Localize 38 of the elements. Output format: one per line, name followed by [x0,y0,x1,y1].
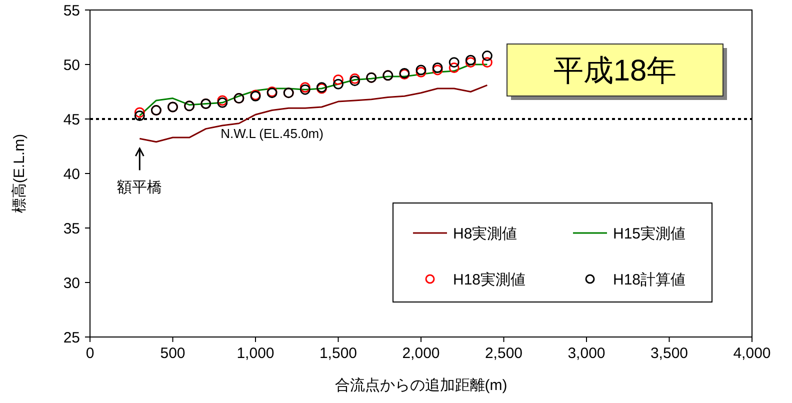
x-tick-label: 4,000 [733,345,771,362]
point [333,78,344,90]
x-tick-label: 3,500 [650,345,688,362]
x-tick-label: 2,500 [484,345,523,362]
y-tick-label: 45 [63,111,80,128]
point [350,73,360,84]
y-tick-label: 30 [63,274,80,292]
point [134,110,145,121]
legend-label: H15実測値 [613,225,686,242]
point [482,57,492,68]
y-tick-label: 35 [63,220,80,238]
point [482,50,492,62]
y-tick-label: 55 [63,2,80,20]
x-axis-title: 合流点からの追加距離(m) [334,377,508,394]
ref-line-label: N.W.L (EL.45.0m) [220,126,324,141]
point [448,62,460,74]
point [465,54,476,66]
legend-label: H18計算値 [613,271,686,288]
x-tick-label: 1,000 [236,345,274,362]
text: 平成18年 [553,54,677,88]
point [350,76,360,86]
line-series [138,84,488,143]
x-tick-label: 1,500 [319,345,358,362]
y-tick-label: 40 [63,166,80,183]
y-axis-title: 標高(E.L.m) [11,134,28,214]
y-tick-label: 50 [63,56,80,74]
x-tick-label: 0 [86,345,94,362]
x-tick-label: 500 [160,345,186,362]
x-tick-label: 3,000 [568,345,606,362]
legend-label: H8実測値 [453,225,518,242]
y-tick-label: 25 [63,329,80,346]
point [134,107,145,118]
point [465,57,476,68]
legend-label: H18実測値 [453,271,526,288]
x-tick-label: 2,000 [402,345,440,362]
annotation: 額平橋 [117,179,162,196]
point [333,74,344,86]
point [448,57,460,68]
